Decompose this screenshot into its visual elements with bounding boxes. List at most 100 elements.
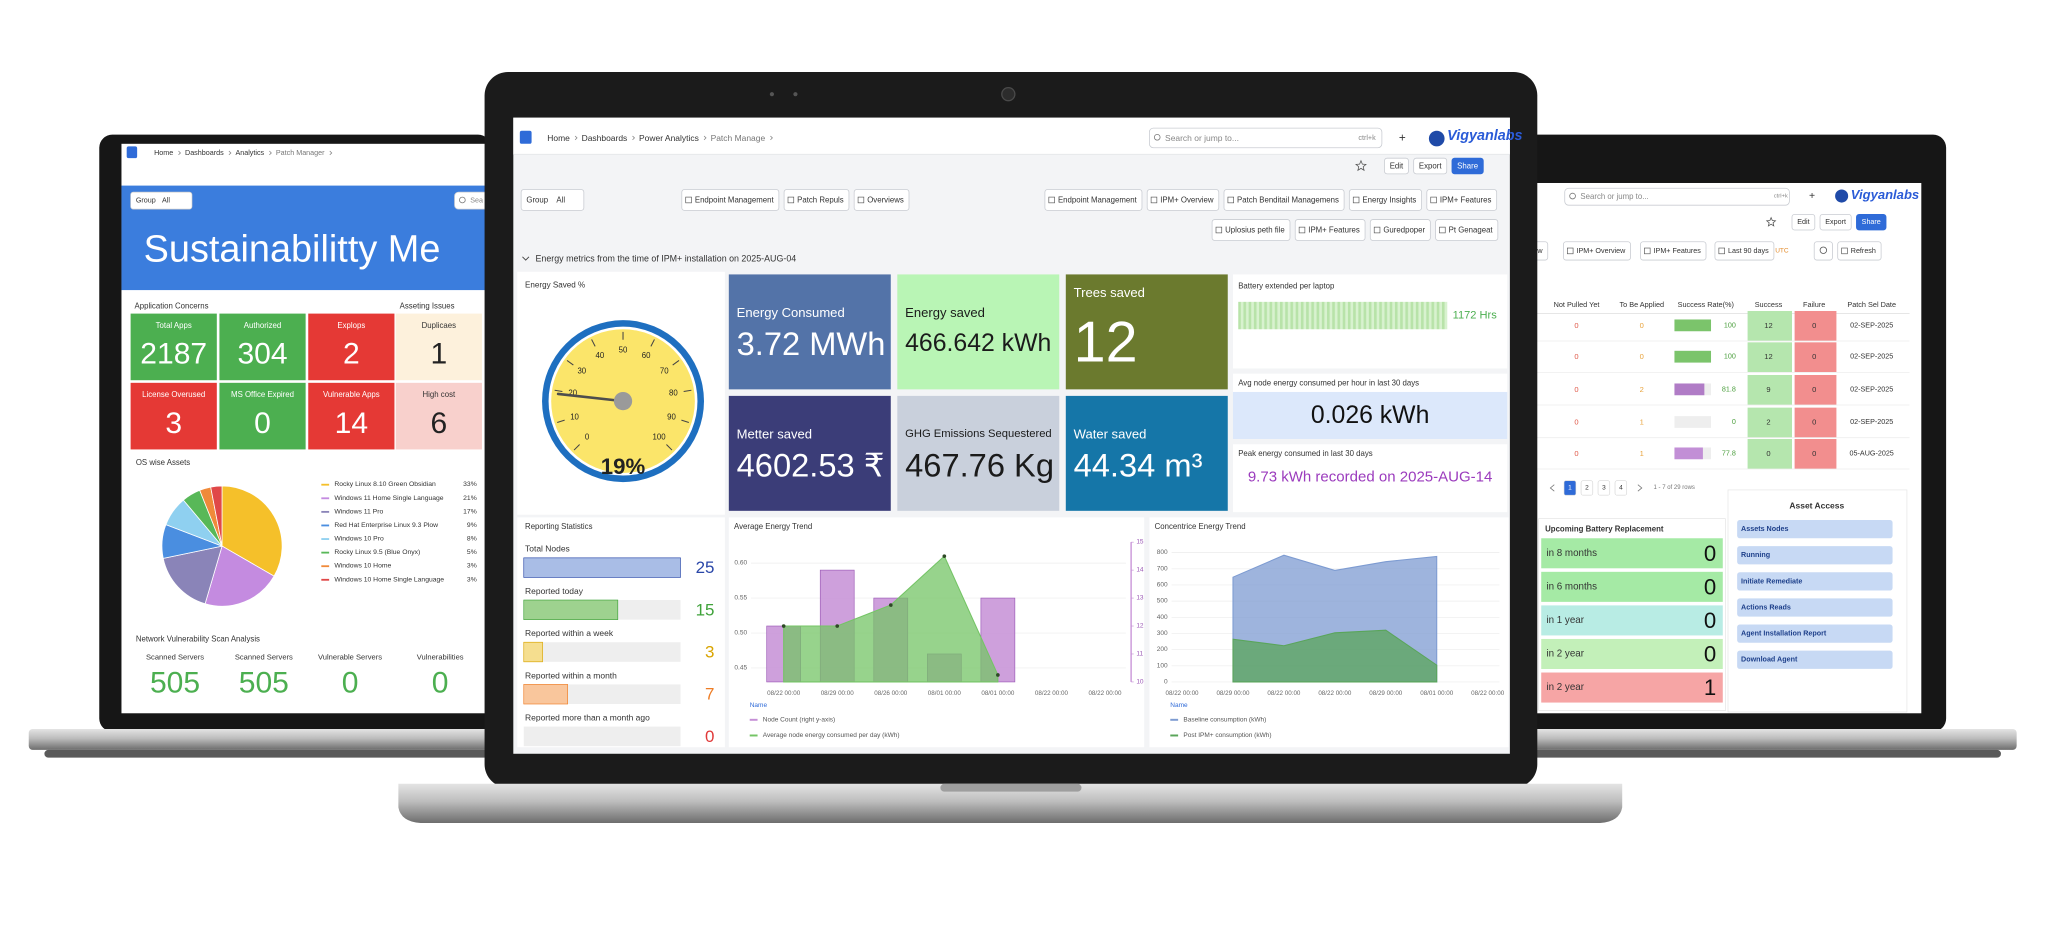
- y-tick-label: 800: [1157, 549, 1168, 556]
- chevron: [632, 135, 636, 141]
- logo: Vigyanlabs: [1447, 128, 1522, 144]
- button[interactable]: [1856, 213, 1887, 231]
- y-tick-label: 0.55: [734, 595, 747, 602]
- gauge-hub: [613, 391, 633, 411]
- button[interactable]: [1223, 189, 1345, 211]
- stat-bar: [523, 599, 619, 620]
- legend-label: Windows 10 Pro: [334, 536, 384, 543]
- stat-value: 25: [696, 558, 715, 577]
- button[interactable]: [853, 189, 910, 211]
- page-button[interactable]: [1580, 480, 1594, 496]
- button-icon: [685, 196, 692, 204]
- point: [781, 624, 786, 628]
- button-label: Last 90 days: [1728, 247, 1769, 255]
- gauge-tick-label: 10: [570, 412, 579, 421]
- panel-title: Average Energy Trend: [734, 522, 812, 531]
- scan-label: Scanned Servers: [235, 653, 293, 662]
- button[interactable]: [1714, 241, 1775, 261]
- shortcut-hint: ctrl+k: [1774, 194, 1788, 200]
- button-icon: [787, 196, 795, 204]
- legend-value: 3%: [467, 576, 477, 583]
- success-cell: [1747, 310, 1792, 342]
- button[interactable]: [1791, 213, 1816, 231]
- y2-tick-label: 12: [1136, 623, 1144, 630]
- asset-button[interactable]: [1737, 624, 1893, 643]
- legend-label: Red Hat Enterprise Linux 9.3 Plow: [334, 522, 438, 529]
- page-button[interactable]: [1597, 480, 1611, 496]
- button[interactable]: [1348, 189, 1422, 211]
- legend-title: Name: [1170, 702, 1188, 709]
- asset-button[interactable]: [1737, 572, 1893, 591]
- page-button[interactable]: [1563, 480, 1577, 496]
- asset-button[interactable]: [1737, 650, 1893, 669]
- battery-value: 1172 Hrs: [1453, 310, 1498, 322]
- page-prev[interactable]: [1549, 484, 1555, 492]
- y-tick-label: 400: [1157, 614, 1168, 621]
- laptop-notch: [940, 783, 1082, 792]
- asset-button-label: Initiate Remediate: [1741, 577, 1802, 585]
- button[interactable]: [1435, 219, 1499, 241]
- button[interactable]: [1426, 189, 1498, 211]
- column-header: To Be Applied: [1619, 300, 1664, 309]
- button-icon: [1644, 247, 1651, 255]
- button[interactable]: [1044, 189, 1143, 211]
- timezone: UTC: [1775, 247, 1789, 254]
- panel-title: Avg node energy consumed per hour in las…: [1238, 378, 1419, 387]
- group-select[interactable]: [520, 189, 585, 211]
- success-cell: [1747, 407, 1792, 438]
- button[interactable]: [1837, 241, 1882, 261]
- area: [1232, 629, 1438, 683]
- button[interactable]: [681, 189, 780, 211]
- y2-tick-label: 14: [1136, 567, 1144, 574]
- panel-title: Peak energy consumed in last 30 days: [1238, 449, 1373, 458]
- section-title: Energy metrics from the time of IPM+ ins…: [536, 254, 797, 264]
- button-icon: [1439, 226, 1446, 234]
- button[interactable]: [1211, 219, 1291, 241]
- button[interactable]: [1369, 219, 1431, 241]
- button-label: Export: [1825, 218, 1846, 226]
- logo-mark: [1428, 130, 1445, 147]
- search-box[interactable]: [1148, 127, 1383, 149]
- left-laptop: Home Dashboards Analytics Patch Manager Sust…: [28, 134, 500, 758]
- stat-value: 2187: [140, 338, 207, 371]
- battery-row: [1541, 672, 1723, 703]
- button-icon: [1048, 196, 1055, 204]
- camera: [1001, 86, 1016, 102]
- legend-label: Windows 11 Home Single Language: [334, 495, 443, 502]
- add-button[interactable]: +: [1809, 191, 1815, 202]
- sensor: [769, 92, 775, 97]
- search-box[interactable]: [1564, 187, 1790, 206]
- button[interactable]: [1413, 157, 1448, 175]
- button[interactable]: [1451, 157, 1484, 175]
- asset-button[interactable]: [1737, 598, 1893, 617]
- x-tick-label: 08/22 00:00: [1267, 690, 1301, 697]
- cell: 77.8: [1722, 449, 1736, 457]
- scan-label: Vulnerable Servers: [318, 653, 382, 662]
- button[interactable]: [1294, 219, 1366, 241]
- page-button[interactable]: [1614, 480, 1628, 496]
- button[interactable]: [1384, 157, 1409, 175]
- button[interactable]: [1819, 213, 1852, 231]
- button[interactable]: [1640, 241, 1707, 261]
- panel-title: Energy Saved %: [525, 280, 585, 289]
- add-button[interactable]: +: [1399, 131, 1406, 144]
- legend-value: 8%: [467, 536, 477, 543]
- point: [835, 624, 840, 628]
- metric-tile: [728, 274, 891, 390]
- asset-button[interactable]: [1737, 519, 1893, 539]
- button[interactable]: [783, 189, 850, 211]
- x-tick-label: 08/22 00:00: [1035, 690, 1069, 697]
- battery-value: 0: [1704, 541, 1716, 566]
- stat-value: 1: [431, 338, 448, 371]
- legend-label: Windows 11 Pro: [334, 508, 383, 515]
- zoom-button[interactable]: [1813, 241, 1833, 261]
- pie-slice: [210, 485, 223, 547]
- button[interactable]: [1146, 189, 1220, 211]
- gauge-tick-label: 60: [642, 351, 651, 360]
- button[interactable]: [1563, 241, 1631, 261]
- stat-value: 6: [431, 407, 448, 440]
- group-select[interactable]: [130, 191, 193, 210]
- chevron: [178, 150, 182, 156]
- asset-button[interactable]: [1737, 546, 1893, 565]
- page-next[interactable]: [1637, 484, 1643, 492]
